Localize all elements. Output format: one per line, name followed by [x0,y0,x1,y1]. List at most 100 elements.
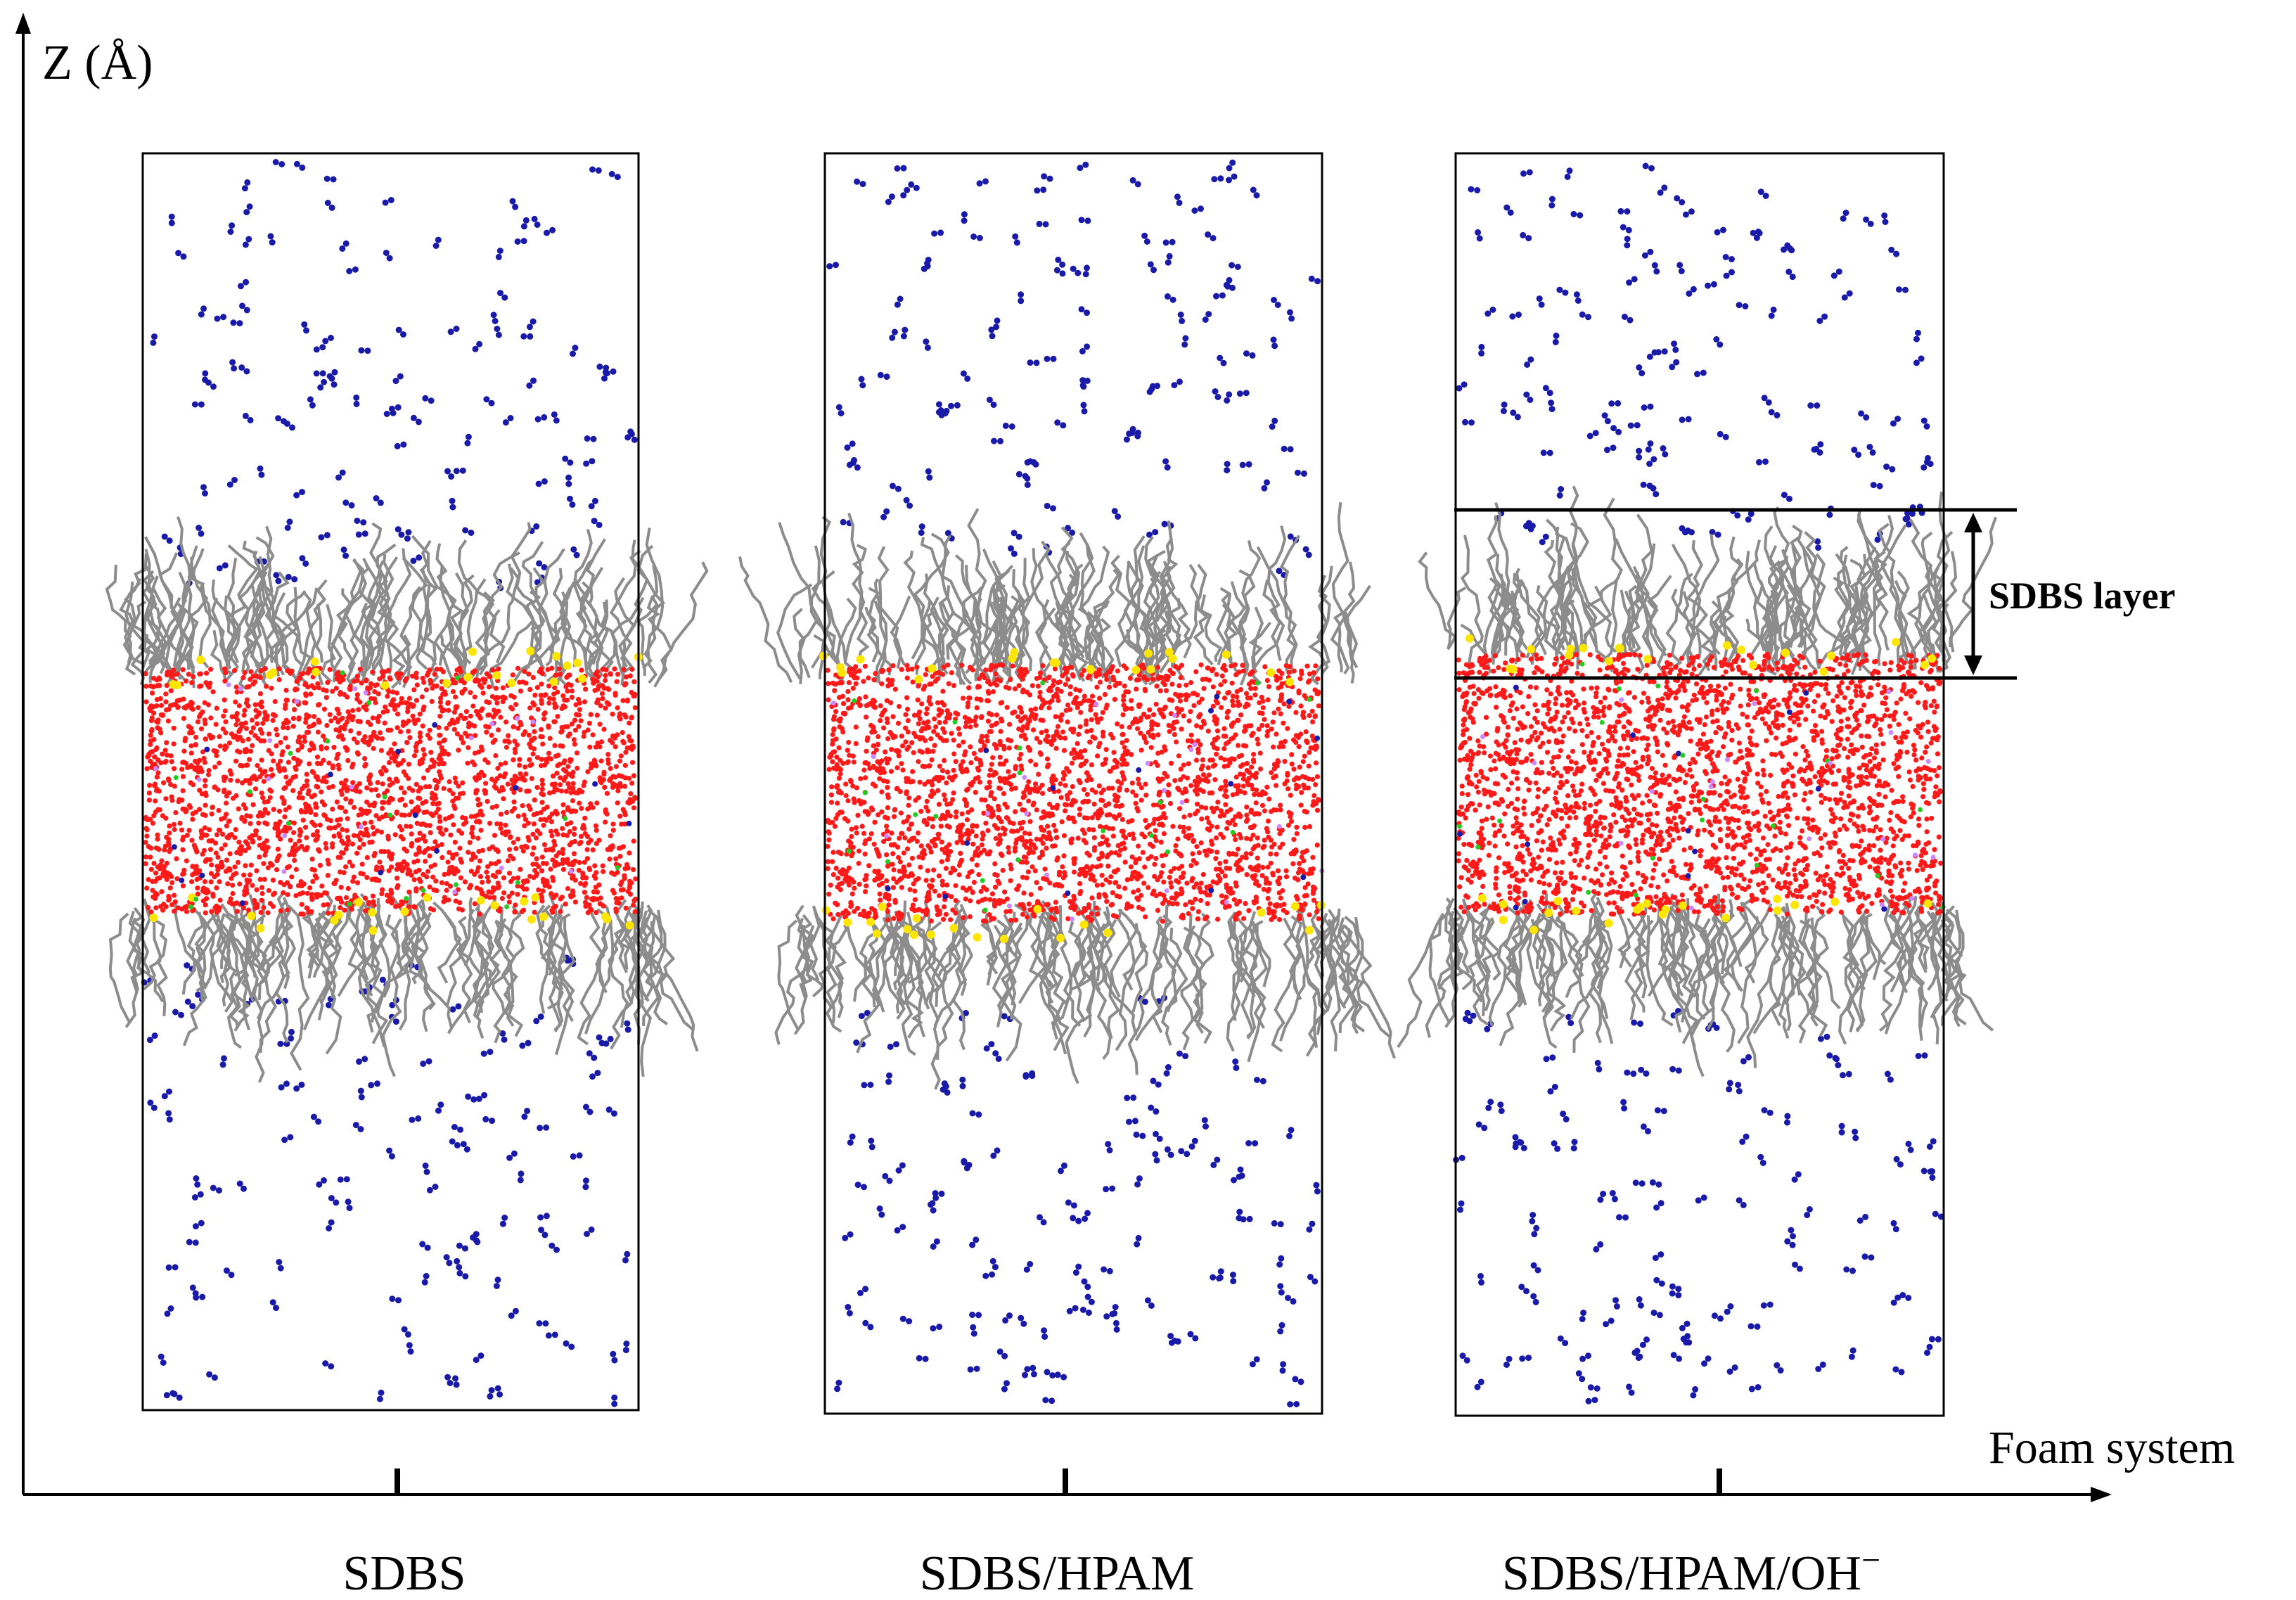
head-group [549,677,558,686]
water-molecule [402,846,407,852]
water-molecule [931,729,937,734]
minor-species [421,888,426,893]
water-molecule [928,736,934,742]
counterion [191,401,198,408]
water-molecule [587,744,593,750]
particle-layer-sdbs-hpam [738,159,1396,1408]
water-molecule [358,807,364,812]
head-group [468,647,477,656]
counterion [328,1219,335,1226]
counterion [1249,352,1256,359]
water-molecule [501,796,506,802]
water-molecule [447,868,452,873]
counterion [1245,461,1252,468]
counterion [833,262,839,269]
water-molecule [251,774,257,779]
water-molecule [378,748,385,753]
counterion [179,877,185,883]
water-molecule [555,714,560,719]
water-molecule [578,718,584,724]
water-molecule [565,781,571,786]
surfactant-tail [644,908,669,1025]
water-molecule [475,865,481,871]
water-molecule [582,729,587,735]
water-molecule [1238,712,1244,718]
water-molecule [526,732,532,738]
counterion [293,1085,300,1092]
water-molecule [1024,875,1030,881]
water-molecule [552,842,558,848]
counterion [423,1168,430,1175]
counterion [1210,1274,1217,1281]
water-molecule [905,706,911,712]
counterion [456,1242,463,1249]
water-molecule [560,850,566,857]
water-molecule [594,910,599,916]
water-molecule [885,785,890,791]
water-molecule [203,783,208,789]
water-molecule [380,887,385,892]
water-molecule [395,779,400,784]
water-molecule [379,736,385,741]
water-molecule [511,757,516,762]
water-molecule [530,851,535,857]
surfactant-tail [1065,925,1086,1084]
water-molecule [208,715,214,721]
water-molecule [477,808,484,814]
surfactant-tail [232,904,268,999]
minor-species [499,865,504,871]
counterion [150,1104,158,1111]
water-molecule [285,725,290,731]
counterion [1060,1162,1067,1169]
water-molecule [526,671,532,677]
water-molecule [203,778,208,783]
counterion [1179,317,1186,324]
counterion [989,333,996,340]
counterion [1011,550,1018,557]
counterion [1271,1220,1278,1227]
counterion [1153,1108,1160,1115]
water-molecule [1184,798,1189,804]
water-molecule [181,748,187,754]
water-molecule [549,833,555,839]
counterion [243,368,250,375]
water-molecule [215,787,221,793]
counterion [301,321,308,328]
counterion [582,1184,589,1191]
water-molecule [1053,745,1059,751]
counterion [395,526,402,533]
water-molecule [452,775,458,781]
water-molecule [445,751,451,757]
counterion [1152,1151,1159,1158]
water-molecule [1205,728,1211,734]
counterion [1288,1127,1295,1134]
water-molecule [206,838,212,844]
water-molecule [147,783,153,788]
water-molecule [302,734,307,740]
water-molecule [983,667,989,673]
water-molecule [1153,701,1159,707]
water-molecule [932,716,937,722]
counterion [878,1211,885,1218]
water-molecule [466,745,471,750]
water-molecule [283,735,288,741]
counterion [197,1191,204,1198]
water-molecule [600,696,605,702]
water-molecule [830,759,835,764]
water-molecule [428,750,434,755]
water-molecule [511,856,516,862]
surfactant-tail [335,589,362,686]
counterion [1210,1161,1217,1168]
counterion [302,560,309,567]
water-molecule [158,696,163,702]
water-molecule [197,807,203,812]
water-molecule [603,677,608,684]
surfactant-tail [172,516,193,667]
water-molecule [395,876,400,881]
counterion [242,412,249,419]
head-group [490,901,499,910]
water-molecule [421,752,428,757]
water-molecule [453,705,459,711]
water-molecule [627,776,632,781]
counterion [1311,1278,1319,1285]
